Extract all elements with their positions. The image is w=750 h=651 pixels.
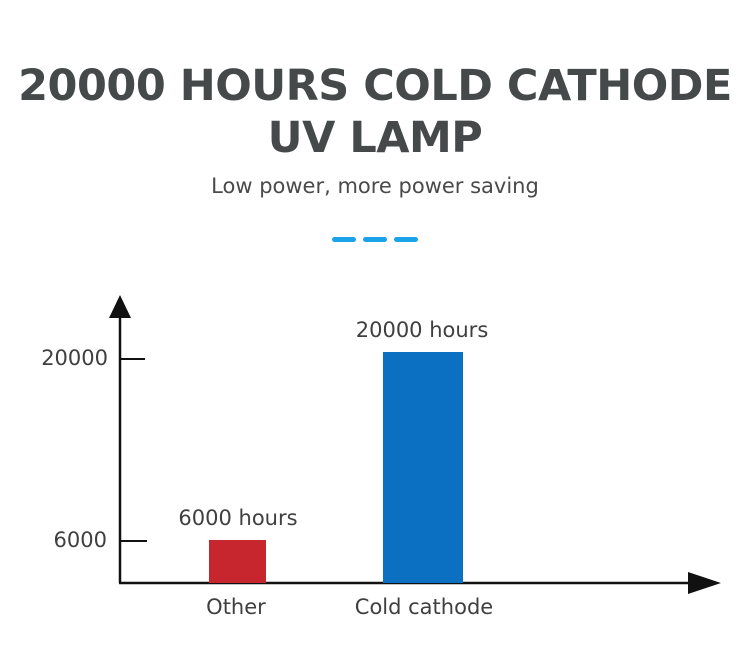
bar-value-label: 6000 hours <box>178 506 298 530</box>
x-axis-arrow-icon <box>688 572 721 594</box>
bar-value-label: 20000 hours <box>355 318 489 342</box>
x-category-label: Cold cathode <box>354 595 494 619</box>
y-tick-label: 6000 <box>53 528 107 552</box>
title-line-2: UV LAMP <box>267 113 483 163</box>
subtitle: Low power, more power saving <box>211 174 539 198</box>
dash-divider <box>332 237 356 242</box>
bar-cold-cathode <box>383 352 463 583</box>
x-category-label: Other <box>206 595 266 619</box>
page-title: 20000 HOURS COLD CATHODE UV LAMP <box>0 60 750 164</box>
decorative-dashes <box>332 237 418 242</box>
dash-divider <box>363 237 387 242</box>
dash-divider <box>394 237 418 242</box>
bar-other <box>209 540 266 583</box>
y-axis-arrow-icon <box>109 295 131 318</box>
y-tick-label: 20000 <box>41 346 108 370</box>
title-line-1: 20000 HOURS COLD CATHODE <box>18 61 732 111</box>
